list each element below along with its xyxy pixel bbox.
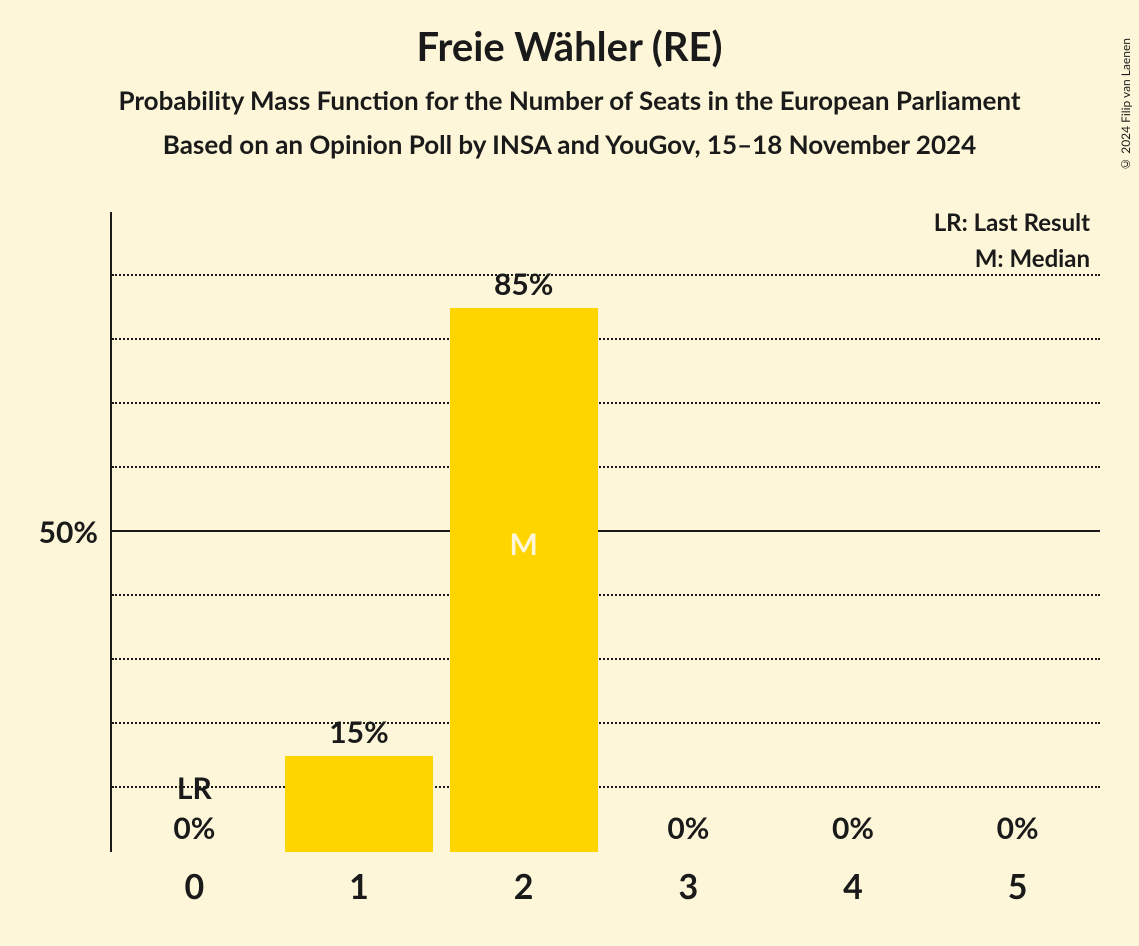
- x-tick-label: 3: [606, 866, 771, 907]
- bar: [450, 308, 598, 852]
- lr-marker: LR: [112, 770, 277, 806]
- x-tick-label: 0: [112, 866, 277, 907]
- chart-subtitle-2: Based on an Opinion Poll by INSA and You…: [0, 128, 1139, 160]
- x-tick-label: 2: [441, 866, 606, 907]
- chart-title: Freie Wähler (RE): [0, 22, 1139, 70]
- x-tick-label: 5: [935, 866, 1100, 907]
- bar-slot: 0%5: [935, 212, 1100, 852]
- bar-value-label: 0%: [112, 810, 277, 846]
- legend-m: M: Median: [975, 244, 1090, 273]
- median-marker: M: [441, 526, 606, 562]
- bar-slot: 15%1: [277, 212, 442, 852]
- chart-plot-area: 0%LR015%185%M20%30%40%5 LR: Last Result …: [110, 212, 1100, 852]
- x-tick-label: 1: [277, 866, 442, 907]
- bar: [285, 756, 433, 852]
- bar-slot: 0%3: [606, 212, 771, 852]
- bar-value-label: 0%: [606, 810, 771, 846]
- legend-lr: LR: Last Result: [934, 208, 1090, 237]
- chart-subtitle-1: Probability Mass Function for the Number…: [0, 84, 1139, 116]
- bar-value-label: 85%: [441, 266, 606, 302]
- bar-slot: 0%LR0: [112, 212, 277, 852]
- bar-value-label: 0%: [935, 810, 1100, 846]
- bar-value-label: 0%: [771, 810, 936, 846]
- x-tick-label: 4: [771, 866, 936, 907]
- bar-slot: 0%4: [771, 212, 936, 852]
- bars-container: 0%LR015%185%M20%30%40%5: [112, 212, 1100, 852]
- copyright-text: © 2024 Filip van Laenen: [1118, 38, 1133, 172]
- y-tick-label: 50%: [39, 514, 98, 550]
- bar-value-label: 15%: [277, 714, 442, 750]
- bar-slot: 85%M2: [441, 212, 606, 852]
